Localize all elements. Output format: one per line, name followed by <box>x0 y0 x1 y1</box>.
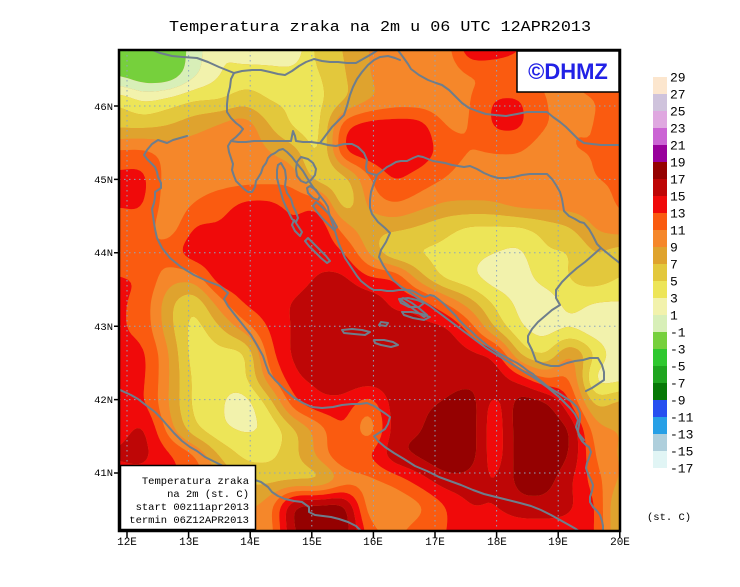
svg-text:19: 19 <box>670 156 686 171</box>
svg-text:Temperatura zraka: Temperatura zraka <box>142 476 249 488</box>
svg-text:-3: -3 <box>670 343 686 358</box>
svg-text:©DHMZ: ©DHMZ <box>528 59 608 84</box>
svg-text:9: 9 <box>670 241 678 256</box>
svg-text:27: 27 <box>670 88 686 103</box>
svg-text:21: 21 <box>670 139 686 154</box>
svg-text:12E: 12E <box>117 537 137 549</box>
svg-text:-1: -1 <box>670 326 686 341</box>
svg-text:17: 17 <box>670 173 686 188</box>
svg-text:25: 25 <box>670 105 686 120</box>
svg-text:Temperatura zraka na 2m u 06 U: Temperatura zraka na 2m u 06 UTC 12APR20… <box>169 20 591 36</box>
svg-text:15E: 15E <box>302 537 322 549</box>
svg-text:na 2m (st. C): na 2m (st. C) <box>167 489 249 501</box>
svg-text:-17: -17 <box>670 462 693 477</box>
svg-text:20E: 20E <box>610 537 630 549</box>
svg-text:-11: -11 <box>670 411 694 426</box>
svg-text:5: 5 <box>670 275 678 290</box>
svg-text:42N: 42N <box>94 395 113 407</box>
svg-text:13E: 13E <box>179 537 199 549</box>
svg-text:-9: -9 <box>670 394 686 409</box>
svg-text:7: 7 <box>670 258 678 273</box>
svg-text:13: 13 <box>670 207 686 222</box>
svg-text:start 00z11apr2013: start 00z11apr2013 <box>136 502 249 514</box>
svg-text:18E: 18E <box>487 537 507 549</box>
svg-text:-5: -5 <box>670 360 686 375</box>
svg-text:-15: -15 <box>670 445 693 460</box>
svg-text:19E: 19E <box>548 537 568 549</box>
svg-text:(st. C): (st. C) <box>647 512 691 524</box>
svg-text:-7: -7 <box>670 377 686 392</box>
svg-text:17E: 17E <box>425 537 445 549</box>
svg-text:-13: -13 <box>670 428 693 443</box>
svg-text:16E: 16E <box>363 537 383 549</box>
svg-text:14E: 14E <box>240 537 260 549</box>
svg-text:43N: 43N <box>94 322 113 334</box>
svg-text:41N: 41N <box>94 468 113 480</box>
svg-text:termin 06Z12APR2013: termin 06Z12APR2013 <box>129 515 249 527</box>
svg-text:45N: 45N <box>94 175 113 187</box>
svg-text:29: 29 <box>670 71 686 86</box>
svg-text:46N: 46N <box>94 102 113 114</box>
svg-text:44N: 44N <box>94 248 113 260</box>
svg-text:15: 15 <box>670 190 686 205</box>
svg-text:11: 11 <box>670 224 686 239</box>
svg-text:3: 3 <box>670 292 678 307</box>
svg-text:1: 1 <box>670 309 678 324</box>
svg-text:23: 23 <box>670 122 686 137</box>
